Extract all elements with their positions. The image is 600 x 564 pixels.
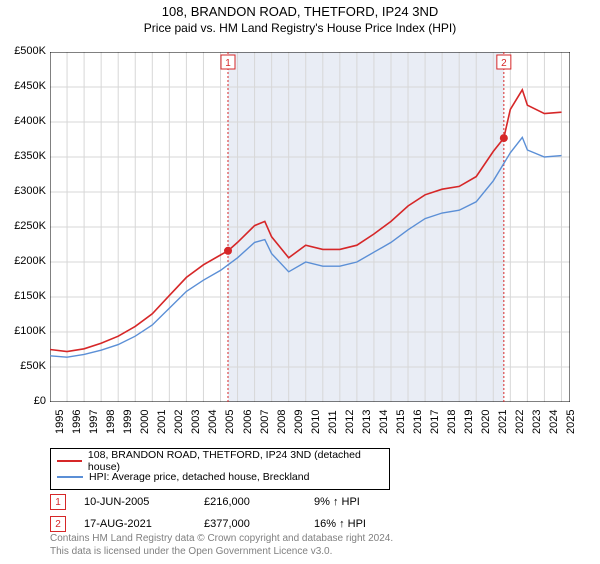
legend-swatch-1 bbox=[57, 460, 82, 462]
y-tick-label: £250K bbox=[2, 220, 46, 232]
marker-price: £377,000 bbox=[204, 518, 314, 530]
svg-text:1: 1 bbox=[225, 58, 231, 69]
x-tick-label: 2015 bbox=[395, 404, 407, 434]
x-tick-label: 1996 bbox=[71, 404, 83, 434]
x-tick-label: 2007 bbox=[259, 404, 271, 434]
figure-subtitle: Price paid vs. HM Land Registry's House … bbox=[0, 21, 600, 35]
marker-delta: 9% ↑ HPI bbox=[314, 496, 360, 508]
chart-svg: 12 bbox=[50, 52, 570, 402]
y-tick-label: £50K bbox=[2, 360, 46, 372]
x-tick-label: 2010 bbox=[310, 404, 322, 434]
x-tick-label: 2018 bbox=[446, 404, 458, 434]
y-tick-label: £400K bbox=[2, 115, 46, 127]
marker-badge-2: 2 bbox=[50, 516, 66, 532]
chart-area: 12 £0£50K£100K£150K£200K£250K£300K£350K£… bbox=[50, 52, 570, 402]
marker-price: £216,000 bbox=[204, 496, 314, 508]
y-tick-label: £500K bbox=[2, 45, 46, 57]
x-tick-label: 2022 bbox=[514, 404, 526, 434]
svg-text:2: 2 bbox=[501, 58, 507, 69]
y-tick-label: £200K bbox=[2, 255, 46, 267]
x-tick-label: 2008 bbox=[276, 404, 288, 434]
legend: 108, BRANDON ROAD, THETFORD, IP24 3ND (d… bbox=[50, 448, 390, 490]
figure: 108, BRANDON ROAD, THETFORD, IP24 3ND Pr… bbox=[0, 4, 600, 564]
x-tick-label: 2024 bbox=[548, 404, 560, 434]
marker-badge-text: 1 bbox=[55, 497, 61, 508]
x-tick-label: 1995 bbox=[54, 404, 66, 434]
x-tick-label: 2002 bbox=[173, 404, 185, 434]
legend-label: HPI: Average price, detached house, Brec… bbox=[89, 471, 309, 483]
x-tick-label: 2004 bbox=[207, 404, 219, 434]
y-tick-label: £450K bbox=[2, 80, 46, 92]
y-tick-label: £0 bbox=[2, 395, 46, 407]
marker-row: 2 17-AUG-2021 £377,000 16% ↑ HPI bbox=[50, 516, 570, 532]
x-tick-label: 2006 bbox=[242, 404, 254, 434]
marker-date: 10-JUN-2005 bbox=[84, 496, 204, 508]
marker-date: 17-AUG-2021 bbox=[84, 518, 204, 530]
x-tick-label: 2005 bbox=[224, 404, 236, 434]
x-tick-label: 2003 bbox=[190, 404, 202, 434]
y-tick-label: £300K bbox=[2, 185, 46, 197]
x-tick-label: 1998 bbox=[105, 404, 117, 434]
marker-badge-1: 1 bbox=[50, 494, 66, 510]
marker-delta: 16% ↑ HPI bbox=[314, 518, 366, 530]
marker-badge-text: 2 bbox=[55, 519, 61, 530]
legend-row: 108, BRANDON ROAD, THETFORD, IP24 3ND (d… bbox=[57, 453, 383, 469]
x-tick-label: 2001 bbox=[156, 404, 168, 434]
footer: Contains HM Land Registry data © Crown c… bbox=[50, 533, 393, 558]
x-tick-label: 2019 bbox=[463, 404, 475, 434]
legend-swatch-2 bbox=[57, 476, 83, 478]
y-tick-label: £350K bbox=[2, 150, 46, 162]
marker-row: 1 10-JUN-2005 £216,000 9% ↑ HPI bbox=[50, 494, 570, 510]
x-tick-label: 1997 bbox=[88, 404, 100, 434]
x-tick-label: 2011 bbox=[327, 404, 339, 434]
x-tick-label: 2009 bbox=[293, 404, 305, 434]
x-tick-label: 2012 bbox=[344, 404, 356, 434]
x-tick-label: 2014 bbox=[378, 404, 390, 434]
figure-title: 108, BRANDON ROAD, THETFORD, IP24 3ND bbox=[0, 4, 600, 19]
footer-line-1: Contains HM Land Registry data © Crown c… bbox=[50, 533, 393, 546]
footer-line-2: This data is licensed under the Open Gov… bbox=[50, 546, 393, 559]
x-tick-label: 2000 bbox=[139, 404, 151, 434]
y-tick-label: £150K bbox=[2, 290, 46, 302]
legend-label: 108, BRANDON ROAD, THETFORD, IP24 3ND (d… bbox=[88, 449, 383, 473]
x-tick-label: 2021 bbox=[497, 404, 509, 434]
y-tick-label: £100K bbox=[2, 325, 46, 337]
x-tick-label: 2020 bbox=[480, 404, 492, 434]
x-tick-label: 2023 bbox=[531, 404, 543, 434]
x-tick-label: 2017 bbox=[429, 404, 441, 434]
x-tick-label: 1999 bbox=[122, 404, 134, 434]
x-tick-label: 2025 bbox=[565, 404, 577, 434]
x-tick-label: 2016 bbox=[412, 404, 424, 434]
x-tick-label: 2013 bbox=[361, 404, 373, 434]
